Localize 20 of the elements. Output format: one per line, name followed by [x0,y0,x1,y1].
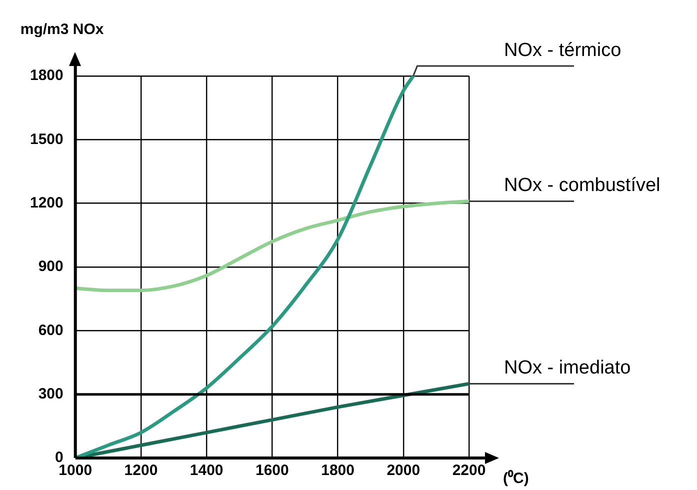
x-tick-label: 1600 [255,462,289,480]
y-tick-label: 900 [38,258,64,276]
x-tick-label: 2200 [452,462,486,480]
x-axis-title: (⁰C) [503,469,529,487]
y-axis-title: mg/m3 NOx [20,21,104,38]
x-tick-label: 1800 [321,462,354,480]
text: NOx - térmico [504,40,622,61]
y-tick-label: 600 [38,322,64,339]
y-tick-label: 1200 [30,194,64,212]
series-label: NOx - imediato [504,358,631,379]
x-tick-label: 1000 [58,462,92,480]
y-tick-label: 1800 [30,67,64,84]
x-tick-label: 2000 [386,462,420,480]
series-label: NOx - combustível [504,175,660,196]
x-tick-label: 1200 [124,462,158,480]
y-tick-label: 300 [38,385,64,402]
x-tick-label: 1400 [190,462,224,480]
line-series [75,76,415,458]
line-series [75,199,469,292]
y-tick-label: 1500 [30,130,64,148]
